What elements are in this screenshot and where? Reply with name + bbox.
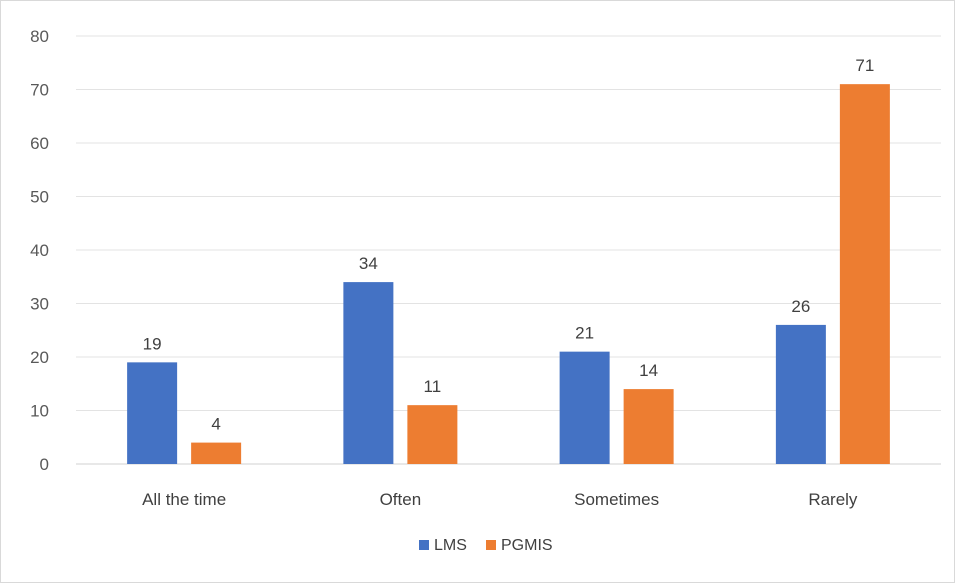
- y-axis-ticks: 0 10 20 30 40 50 60 70 80: [30, 27, 49, 474]
- legend-label-lms: LMS: [434, 537, 467, 554]
- y-tick-label: 80: [30, 27, 49, 46]
- bar-lms-sometimes: [559, 351, 610, 464]
- data-label: 26: [791, 297, 810, 316]
- data-label: 21: [575, 324, 594, 343]
- data-label: 19: [143, 334, 162, 353]
- legend-label-pgmis: PGMIS: [501, 537, 553, 554]
- y-tick-label: 40: [30, 241, 49, 260]
- y-tick-label: 0: [40, 455, 49, 474]
- y-tick-label: 60: [30, 134, 49, 153]
- y-tick-label: 20: [30, 348, 49, 367]
- y-tick-label: 50: [30, 188, 49, 207]
- data-label: 34: [359, 254, 378, 273]
- x-category-label: Often: [380, 490, 422, 509]
- data-label: 4: [211, 415, 220, 434]
- x-category-label: All the time: [142, 490, 226, 509]
- bar-pgmis-all-the-time: [191, 442, 242, 464]
- bar-lms-rarely: [775, 324, 826, 464]
- bar-pgmis-often: [407, 405, 458, 464]
- bar-pgmis-rarely: [839, 84, 890, 465]
- bar-pgmis-sometimes: [623, 389, 674, 464]
- bar-lms-often: [343, 282, 394, 464]
- legend: LMS PGMIS: [419, 537, 553, 554]
- y-tick-label: 10: [30, 402, 49, 421]
- x-axis-categories: All the time Often Sometimes Rarely: [142, 490, 858, 509]
- bars: [127, 84, 890, 465]
- data-labels: 19 4 34 11 21 14 26 71: [143, 56, 875, 433]
- x-category-label: Sometimes: [574, 490, 659, 509]
- x-category-label: Rarely: [808, 490, 858, 509]
- data-label: 11: [424, 377, 442, 396]
- gridlines: [76, 35, 941, 465]
- data-label: 71: [855, 56, 874, 75]
- y-tick-label: 70: [30, 81, 49, 100]
- legend-swatch-pgmis: [486, 540, 496, 550]
- legend-swatch-lms: [419, 540, 429, 550]
- y-tick-label: 30: [30, 295, 49, 314]
- data-label: 14: [639, 361, 658, 380]
- bar-lms-all-the-time: [127, 362, 178, 464]
